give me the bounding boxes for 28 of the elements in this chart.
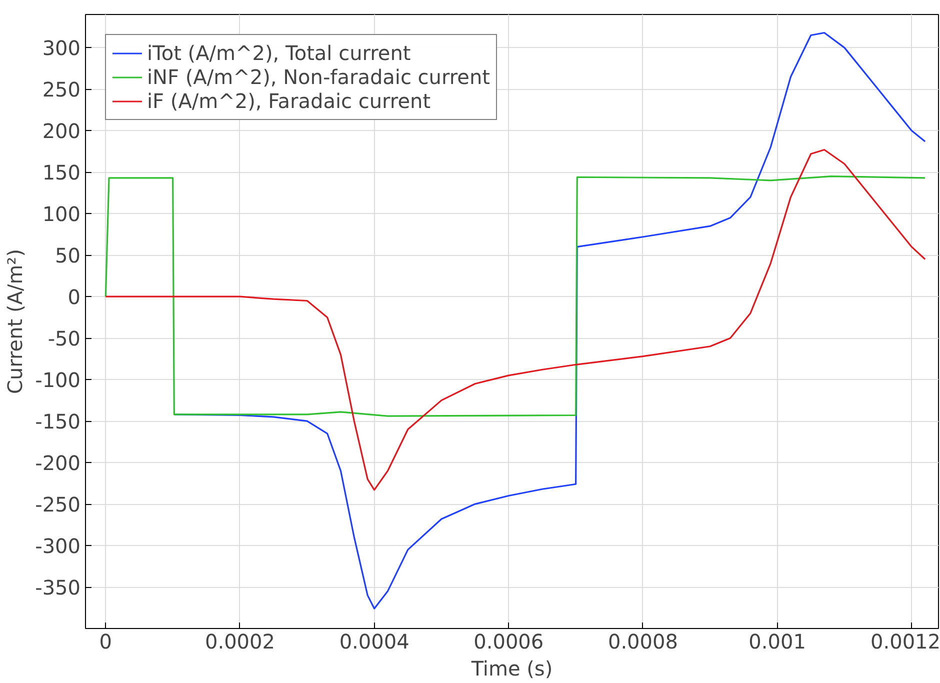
x-tick-label: 0.0006 (474, 630, 544, 654)
y-tick-label: 200 (42, 119, 81, 144)
x-tick-label: 0 (99, 630, 112, 654)
y-tick-label: 50 (55, 244, 81, 268)
y-tick-label: -250 (35, 492, 80, 517)
y-tick-label: -150 (35, 410, 80, 434)
x-tick-label: 0.0012 (870, 630, 940, 654)
y-tick-label: -300 (35, 534, 80, 558)
y-tick-label: 150 (42, 160, 81, 185)
y-tick-label: -50 (48, 326, 81, 351)
y-tick-label: -350 (35, 576, 80, 600)
y-tick-label: 0 (68, 285, 81, 310)
legend-label: iF (A/m^2), Faradaic current (147, 89, 431, 113)
x-tick-label: 0.0008 (608, 630, 678, 654)
line-series (104, 175, 926, 417)
x-tick-label: 0.0002 (204, 630, 275, 654)
x-tick-label: 0.001 (748, 630, 806, 654)
x-tick-label: 0.0004 (339, 630, 410, 654)
y-tick-label: -100 (35, 368, 80, 392)
line-series (104, 148, 926, 491)
y-tick-label: -200 (35, 451, 80, 476)
y-tick-label: 100 (42, 202, 81, 226)
legend-label: iTot (A/m^2), Total current (147, 41, 411, 65)
y-axis-title: Current (A/m²) (3, 249, 28, 394)
y-tick-label: 300 (42, 36, 81, 60)
legend-label: iNF (A/m^2), Non-faradaic current (147, 65, 490, 89)
x-axis-title: Time (s) (470, 656, 553, 680)
y-tick-label: 250 (42, 78, 81, 102)
